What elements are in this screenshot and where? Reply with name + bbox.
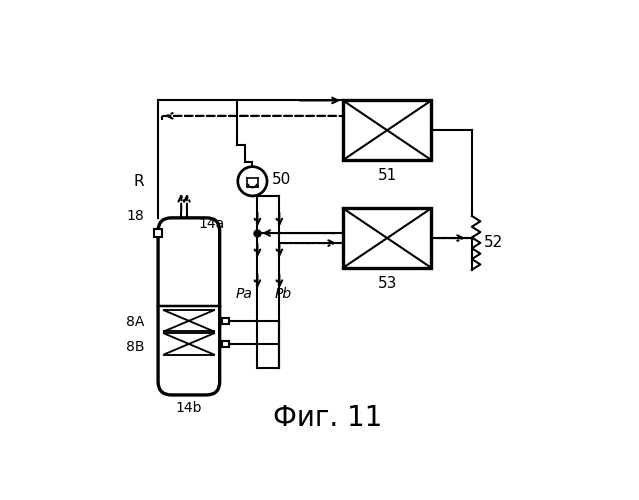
Text: 8A: 8A [127, 315, 144, 329]
Text: Фиг. 11: Фиг. 11 [273, 404, 382, 431]
Text: 52: 52 [484, 236, 503, 250]
Bar [222, 340, 229, 347]
Bar [343, 100, 431, 160]
Bar [222, 318, 229, 324]
Text: Pb: Pb [274, 287, 291, 301]
Bar [343, 208, 431, 268]
FancyBboxPatch shape [158, 218, 220, 395]
Circle shape [238, 166, 267, 196]
Text: 8B: 8B [126, 340, 144, 354]
Text: 14b: 14b [176, 400, 202, 414]
Text: Pa: Pa [236, 287, 252, 301]
Text: 51: 51 [378, 168, 397, 183]
Text: 50: 50 [272, 172, 291, 187]
Text: 14a: 14a [199, 216, 225, 230]
Bar [154, 230, 162, 237]
Text: 53: 53 [378, 276, 397, 290]
Text: R: R [134, 174, 144, 189]
Text: 18: 18 [127, 209, 144, 223]
